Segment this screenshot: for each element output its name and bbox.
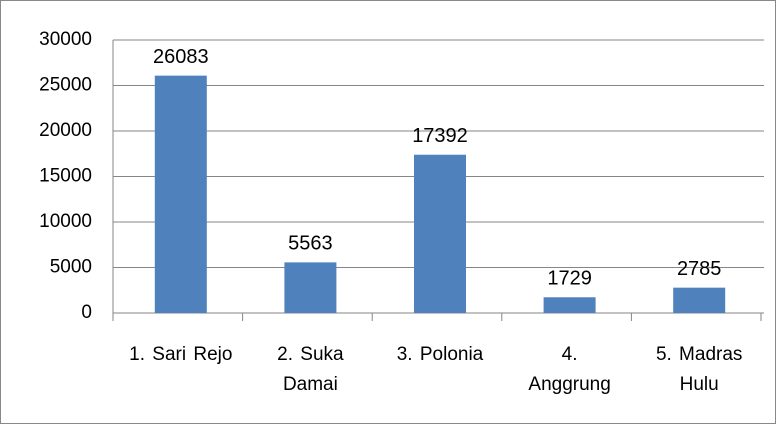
x-tick-label: 4. Anggrung [528,344,611,395]
bar [154,75,207,313]
x-tick-label: 3. Polonia [396,344,484,365]
data-label: 2785 [677,258,722,280]
y-tick-label: 20000 [39,120,92,141]
data-label: 5563 [288,233,333,255]
data-label: 1729 [547,268,592,290]
x-tick-label: 1. Sari Rejo [129,344,233,365]
data-label: 17392 [412,125,468,147]
x-tick-label: 5. Madras Hulu [655,344,743,395]
x-tick-label: 2. Suka Damai [277,344,344,395]
y-tick-label: 10000 [39,211,92,232]
data-label: 26083 [153,46,209,68]
y-tick-label: 5000 [50,257,92,278]
bar [414,154,466,313]
y-tick-label: 25000 [39,75,92,96]
y-tick-label: 15000 [39,166,92,187]
bar [673,287,726,313]
bar [543,297,596,313]
y-tick-label: 30000 [39,29,92,50]
y-tick-label: 0 [81,302,92,323]
bar [284,262,337,313]
